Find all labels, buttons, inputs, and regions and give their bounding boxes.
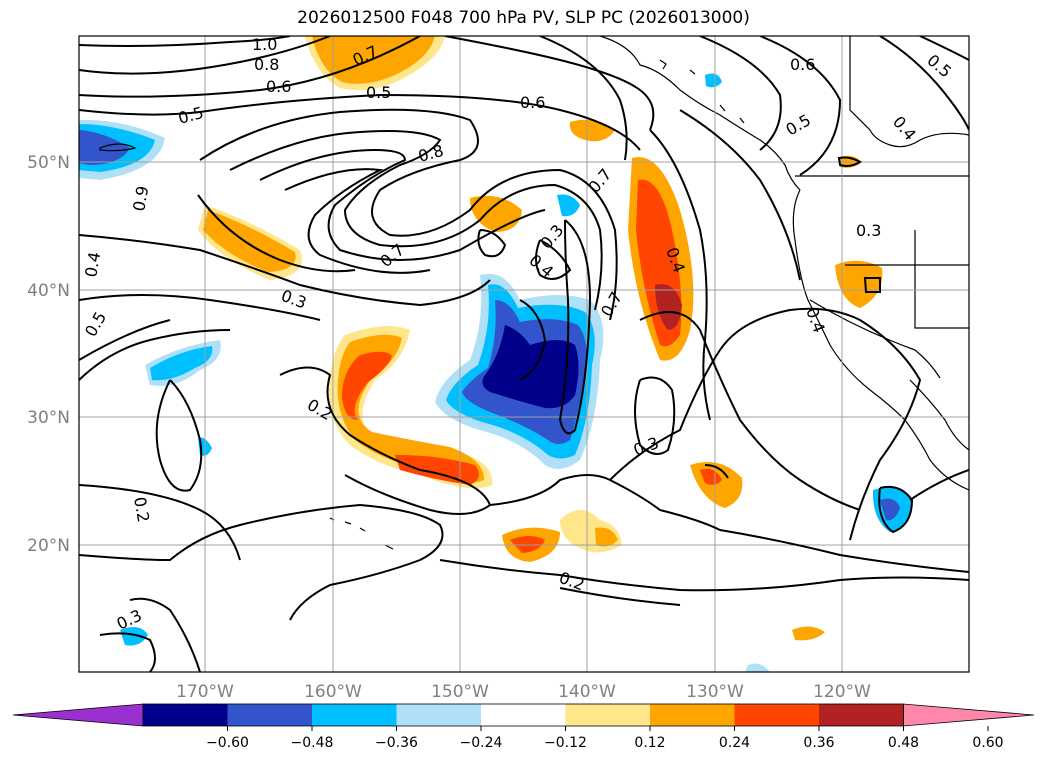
colorbar-extend-min	[12, 703, 144, 727]
colorbar-bin	[312, 704, 397, 726]
colorbar-tick-label: −0.60	[206, 735, 249, 751]
lat-label-50n: 50°N	[27, 153, 70, 173]
colorbar-tick-label: 0.60	[972, 735, 1003, 751]
colorbar-bin	[227, 704, 313, 726]
contour-label: 0.2	[130, 495, 153, 523]
colorbar-tick-label: −0.48	[291, 735, 334, 751]
slp-contours	[79, 36, 969, 672]
colorbar-bin	[819, 704, 904, 726]
contour-label: 0.4	[81, 250, 104, 278]
lon-label-120w: 120°W	[813, 682, 871, 702]
contour-label: 0.6	[790, 55, 815, 74]
longitude-labels: 170°W 160°W 150°W 140°W 130°W 120°W	[176, 682, 871, 702]
contour-label: 0.6	[266, 77, 291, 96]
colorbar-bin	[481, 704, 566, 726]
contour-label: 1.0	[252, 35, 277, 54]
colorbar: −0.60 −0.48 −0.36 −0.24 −0.12 0.12 0.24 0.36 0.4…	[12, 703, 1035, 751]
colorbar-tick-label: −0.24	[460, 735, 503, 751]
map-title: 2026012500 F048 700 hPa PV, SLP PC (2026…	[297, 8, 750, 28]
lat-label-40n: 40°N	[27, 281, 70, 301]
colorbar-tick-label: −0.36	[375, 735, 418, 751]
lon-label-130w: 130°W	[686, 682, 744, 702]
colorbar-tick-label: −0.12	[544, 735, 587, 751]
lat-label-30n: 30°N	[27, 408, 70, 428]
contour-label: 0.3	[856, 221, 881, 240]
colorbar-frame	[142, 703, 904, 727]
lon-label-160w: 160°W	[304, 682, 362, 702]
map-frame	[78, 35, 970, 673]
contour-label: 0.5	[366, 83, 391, 102]
colorbar-bin	[565, 704, 651, 726]
colorbar-bin	[734, 704, 820, 726]
graticule	[79, 36, 969, 672]
colorbar-tick-label: 0.36	[803, 735, 834, 751]
colorbar-bin	[650, 704, 735, 726]
lat-label-20n: 20°N	[27, 536, 70, 556]
contour-label: 0.6	[520, 93, 545, 112]
contour-label: 0.9	[129, 184, 152, 212]
lon-label-170w: 170°W	[176, 682, 234, 702]
latitude-labels: 50°N 40°N 30°N 20°N	[27, 153, 70, 556]
colorbar-extend-max	[903, 703, 1035, 727]
lon-label-140w: 140°W	[558, 682, 616, 702]
coastlines	[99, 36, 969, 550]
colorbar-tick-label: 0.12	[634, 735, 665, 751]
colorbar-bin	[143, 704, 228, 726]
contour-label: 0.8	[254, 55, 279, 74]
colorbar-tick-label: 0.48	[888, 735, 919, 751]
colorbar-tick-label: 0.24	[719, 735, 750, 751]
lon-label-150w: 150°W	[431, 682, 489, 702]
colorbar-bin	[396, 704, 482, 726]
